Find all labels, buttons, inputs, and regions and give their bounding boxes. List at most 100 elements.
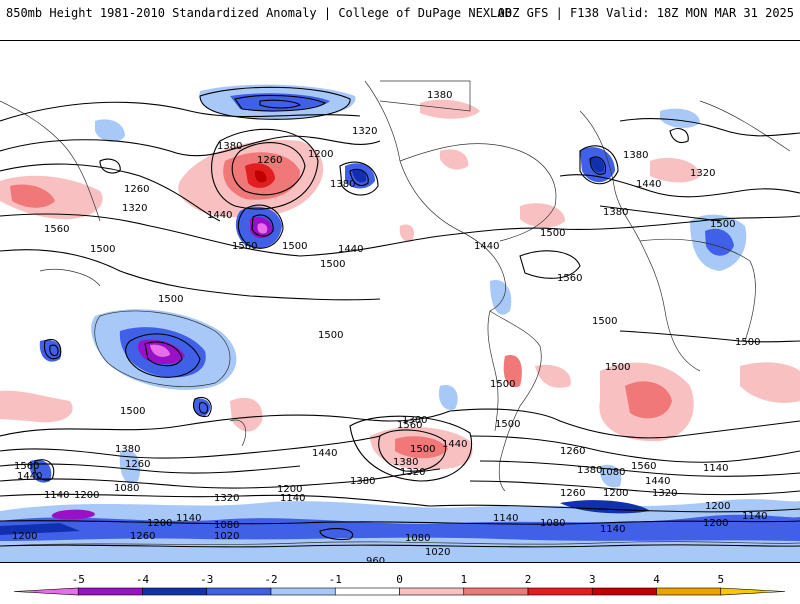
contour-label: 1380	[350, 476, 375, 487]
contour-label: 1200	[603, 488, 628, 499]
colorbar-block	[77, 587, 143, 596]
contour-label: 1500	[320, 259, 345, 270]
contour-label: 1380	[330, 179, 355, 190]
colorbar-tick-label: 1	[460, 573, 467, 586]
contour-label: 1440	[636, 179, 661, 190]
colorbar-block	[720, 587, 786, 596]
contour-label: 1380	[115, 444, 140, 455]
anomaly-map: 1380 1200 1260 1320 1380 1320 1380 1440 …	[0, 80, 800, 562]
contour-label: 1500	[592, 316, 617, 327]
contour-label: 1020	[214, 531, 239, 542]
contour-label: 1500	[318, 330, 343, 341]
contour-label: 1140	[176, 513, 201, 524]
contour-label: 1440	[207, 210, 232, 221]
contour-label: 1260	[125, 459, 150, 470]
colorbar-tick-label: -3	[200, 573, 213, 586]
contour-label: 1320	[690, 168, 715, 179]
contour-label: 1320	[652, 488, 677, 499]
contour-label: 1500	[605, 362, 630, 373]
contour-label: 1560	[232, 241, 257, 252]
contour-label: 1200	[12, 531, 37, 542]
contour-label: 1560	[631, 461, 656, 472]
antarctic-core	[51, 509, 95, 520]
contour-label: 1260	[130, 531, 155, 542]
contour-label: 1380	[623, 150, 648, 161]
model-run-info: 00Z GFS | F138 Valid: 18Z MON MAR 31 202…	[497, 6, 794, 20]
colorbar-tick-label: 3	[589, 573, 596, 586]
colorbar-block	[206, 587, 272, 596]
contour-label: 1320	[352, 126, 377, 137]
contour-label: 1380	[577, 465, 602, 476]
contour-label: 1500	[490, 379, 515, 390]
contour-label: 1200	[74, 490, 99, 501]
contour-label: 1140	[703, 463, 728, 474]
asia-coast	[699, 100, 791, 152]
contour-label: 1500	[120, 406, 145, 417]
contour-label: 1200	[705, 501, 730, 512]
contour-label: 1080	[600, 467, 625, 478]
contour-label: 1260	[560, 488, 585, 499]
contour-label: 1380	[393, 457, 418, 468]
colorbar-tick-label: -4	[136, 573, 150, 586]
contour-label: 1080	[540, 518, 565, 529]
contour-label: 1140	[493, 513, 518, 524]
map-title: 850mb Height 1981-2010 Standardized Anom…	[6, 6, 512, 20]
contour-label: 1440	[312, 448, 337, 459]
colorbar-block	[656, 587, 722, 596]
contour-label: 1080	[405, 533, 430, 544]
contour-label: 1020	[425, 547, 450, 558]
map-panel: 1380 1200 1260 1320 1380 1320 1380 1440 …	[0, 40, 800, 563]
colorbar-tick-label: 4	[653, 573, 660, 586]
colorbar-tick-label: 2	[525, 573, 532, 586]
contour-label: 1500	[282, 241, 307, 252]
contour-label: 1140	[280, 493, 305, 504]
colorbar-tick-label: -5	[72, 573, 85, 586]
contour-label: 1440	[474, 241, 499, 252]
colorbar-blocks	[13, 587, 786, 596]
contour-label: 1500	[710, 219, 735, 230]
contour-label: 1500	[158, 294, 183, 305]
contour-label: 1560	[397, 420, 422, 431]
contour-label: 1200	[147, 518, 172, 529]
contour-label: 1320	[400, 467, 425, 478]
contour-labels: 1380 1200 1260 1320 1380 1320 1380 1440 …	[12, 90, 767, 562]
colorbar-tick-label: -2	[264, 573, 277, 586]
colorbar-block	[142, 587, 208, 596]
anomaly-colorbar: -5 -4 -3 -2 -1 0 1 2 3 4 5	[0, 570, 800, 600]
contour-label: 1260	[124, 184, 149, 195]
contour-label: 1080	[214, 520, 239, 531]
coastlines	[0, 80, 800, 547]
contour-label: 1140	[742, 511, 767, 522]
colorbar-block	[399, 587, 465, 596]
colorbar-tick-label: 0	[396, 573, 403, 586]
colorbar-ticks: -5 -4 -3 -2 -1 0 1 2 3 4 5	[72, 573, 724, 586]
colorbar-block	[334, 587, 400, 596]
colorbar-block	[13, 587, 79, 596]
contour-label: 1560	[44, 224, 69, 235]
south-america-coast	[489, 310, 542, 492]
colorbar-block	[463, 587, 529, 596]
contour-label: 1440	[442, 439, 467, 450]
colorbar-tick-label: 5	[717, 573, 724, 586]
contour-label: 1380	[402, 415, 427, 426]
contour-label: 1440	[338, 244, 363, 255]
antarctic-strong-negative	[0, 514, 800, 541]
contour-label: 1320	[122, 203, 147, 214]
contour-label: 1500	[735, 337, 760, 348]
contour-label: 1260	[257, 155, 282, 166]
australia-coast	[94, 310, 231, 387]
contour-label: 1500	[540, 228, 565, 239]
contour-label: 1200	[277, 484, 302, 495]
contour-label: 1500	[410, 444, 435, 455]
colorbar-block	[270, 587, 336, 596]
contour-label: 1140	[600, 524, 625, 535]
colorbar-block	[527, 587, 593, 596]
contour-label: 1200	[380, 561, 405, 562]
contour-label: 1500	[495, 419, 520, 430]
contour-label: 1200	[703, 518, 728, 529]
contour-label: 1320	[214, 493, 239, 504]
contour-label: 1440	[645, 476, 670, 487]
map-header: 850mb Height 1981-2010 Standardized Anom…	[0, 0, 800, 26]
contour-label: 1440	[17, 471, 42, 482]
contour-label: 1200	[308, 149, 333, 160]
